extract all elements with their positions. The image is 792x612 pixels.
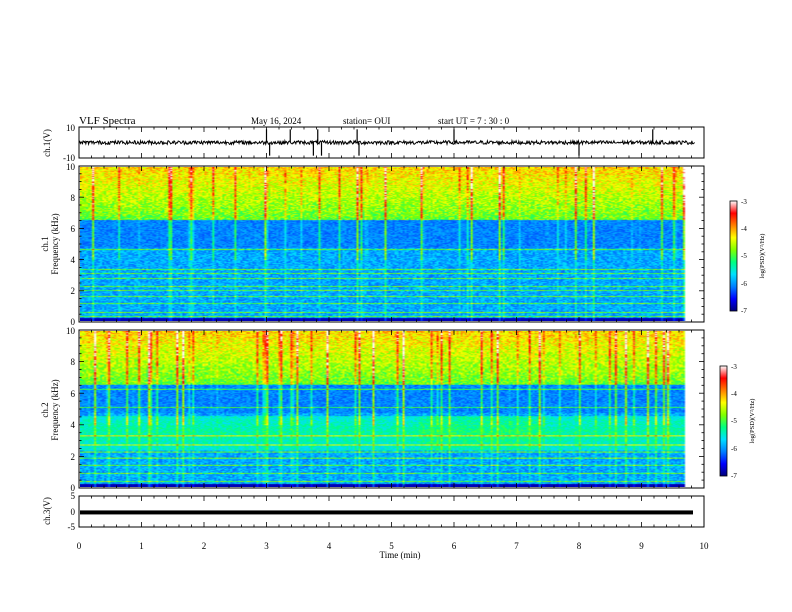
ch1-cbar-tick: -6	[741, 280, 747, 288]
ch1-cbar-tick: -5	[741, 252, 747, 260]
ch2-cbar-tick: -3	[731, 363, 737, 371]
x-ticklabel: 7	[514, 541, 519, 551]
figure-title: VLF Spectra	[79, 115, 136, 127]
x-ticklabel: 6	[452, 541, 457, 551]
ch1-waveform-line	[78, 138, 695, 147]
ch2-cbar-tick: -5	[731, 417, 737, 425]
x-ticklabel: 10	[700, 541, 710, 551]
ch1-colorbar-ticks: -3 -4 -5 -6 -7	[741, 198, 747, 315]
ch3-waveform-line	[80, 510, 693, 515]
ch2-colorbar-ticks: -3 -4 -5 -6 -7	[731, 363, 737, 480]
ch1-colorbar-label: log(PSD)(V²/Hz)	[759, 234, 766, 279]
x-ticklabel: 4	[327, 541, 332, 551]
ch2-spectrogram-yticks: 0 2 4 6 8 10	[66, 326, 76, 493]
ch2-cbar-tick: -7	[731, 472, 737, 480]
ch1-spec-ylabel-frequency: Frequency (kHz)	[50, 213, 60, 274]
ch2-spec-ytick: 2	[71, 452, 76, 462]
x-ticklabel: 2	[202, 541, 207, 551]
ch1-spec-ylabel-channel: ch.1	[40, 236, 50, 251]
x-ticklabel: 1	[139, 541, 144, 551]
x-axis-ticklabels: 0 1 2 3 4 5 6 7 8 9 10	[77, 541, 709, 551]
x-ticklabel: 5	[389, 541, 394, 551]
ch1-spec-ytick: 6	[71, 224, 76, 234]
ch1-spec-ytick: 8	[71, 193, 76, 203]
tick-marks	[78, 127, 705, 527]
ch2-spec-ylabel-frequency: Frequency (kHz)	[50, 379, 60, 440]
ch3-ytick: 0	[71, 507, 76, 517]
ch1-spec-ytick: 10	[66, 162, 76, 172]
ch1-waveform-ylabel: ch.1(V)	[42, 129, 52, 157]
ch2-spectrogram-image	[80, 331, 693, 487]
ch1-cbar-tick: -3	[741, 198, 747, 206]
x-ticklabel: 3	[264, 541, 269, 551]
ch3-ytick: 5	[71, 491, 76, 501]
ch1-spectrogram-panel: 0 2 4 6 8 10 ch.1 Frequency (kHz) -3 -4 …	[40, 162, 766, 327]
ch2-spec-ytick: 6	[71, 389, 76, 399]
ch3-ytick: -5	[68, 522, 76, 532]
ch1-spec-ytick: 2	[71, 286, 76, 296]
ch2-spec-ytick: 0	[71, 483, 76, 493]
ch2-spec-ytick: 10	[66, 326, 76, 336]
figure-start-time: start UT = 7 : 30 : 0	[438, 116, 510, 126]
ch3-waveform-ylabel: ch.3(V)	[42, 497, 52, 525]
ch2-cbar-tick: -4	[731, 390, 737, 398]
ch1-cbar-tick: -4	[741, 225, 747, 233]
ch1-ytick-bottom: -10	[63, 153, 75, 163]
ch2-cbar-tick: -6	[731, 445, 737, 453]
ch1-ytick-top: 10	[66, 123, 76, 133]
ch2-spectrogram-panel: 0 2 4 6 8 10 ch.2 Frequency (kHz) -3 -4 …	[40, 326, 756, 493]
ch2-spec-ytick: 8	[71, 357, 76, 367]
ch1-spec-ytick: 0	[71, 317, 76, 327]
ch2-colorbar	[719, 365, 728, 477]
ch1-spectrogram-yticks: 0 2 4 6 8 10	[66, 162, 76, 327]
x-ticklabel: 9	[639, 541, 644, 551]
ch1-spec-ytick: 4	[71, 255, 76, 265]
ch2-colorbar-label: log(PSD)(V²/Hz)	[749, 399, 756, 444]
ch1-cbar-tick: -7	[741, 307, 747, 315]
x-ticklabel: 8	[577, 541, 582, 551]
figure-station: station= OUI	[343, 116, 390, 126]
ch1-colorbar	[729, 200, 738, 312]
ch2-spec-ytick: 4	[71, 420, 76, 430]
x-ticklabel: 0	[77, 541, 82, 551]
figure-date: May 16, 2024	[251, 116, 302, 126]
x-axis-label: Time (min)	[380, 550, 421, 560]
ch1-spectrogram-image	[80, 167, 693, 321]
ch2-spec-ylabel-channel: ch.2	[40, 402, 50, 417]
